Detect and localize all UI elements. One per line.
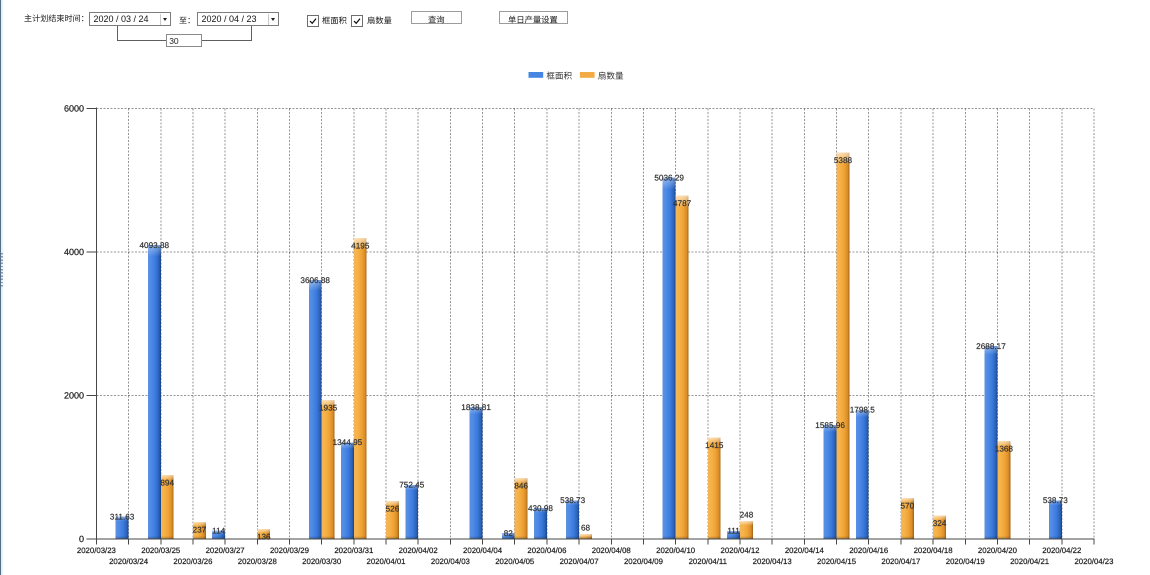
svg-text:2020/04/19: 2020/04/19 bbox=[946, 557, 985, 566]
svg-text:2020/04/21: 2020/04/21 bbox=[1010, 557, 1049, 566]
svg-text:2020/04/08: 2020/04/08 bbox=[592, 546, 631, 555]
svg-text:2020/04/01: 2020/04/01 bbox=[367, 557, 406, 566]
svg-text:136: 136 bbox=[257, 533, 271, 542]
svg-text:5388: 5388 bbox=[834, 156, 853, 165]
svg-text:2020/03/28: 2020/03/28 bbox=[238, 557, 277, 566]
svg-text:0: 0 bbox=[79, 534, 84, 544]
svg-text:2688.17: 2688.17 bbox=[976, 342, 1006, 351]
svg-text:2000: 2000 bbox=[64, 391, 84, 401]
svg-text:114: 114 bbox=[212, 527, 225, 536]
svg-text:430.98: 430.98 bbox=[528, 504, 553, 513]
svg-text:1415: 1415 bbox=[705, 441, 724, 450]
svg-text:82: 82 bbox=[504, 529, 514, 538]
svg-text:3606.88: 3606.88 bbox=[300, 276, 330, 285]
svg-text:752.45: 752.45 bbox=[399, 481, 424, 490]
svg-text:2020/03/31: 2020/03/31 bbox=[334, 546, 373, 555]
svg-text:4787: 4787 bbox=[673, 199, 692, 208]
svg-text:2020/04/13: 2020/04/13 bbox=[753, 557, 792, 566]
svg-text:2020/03/27: 2020/03/27 bbox=[206, 546, 245, 555]
svg-text:4093.88: 4093.88 bbox=[140, 241, 170, 250]
svg-text:2020/04/15: 2020/04/15 bbox=[817, 557, 857, 566]
svg-text:1838.81: 1838.81 bbox=[461, 403, 491, 412]
svg-text:248: 248 bbox=[740, 511, 754, 520]
svg-text:5036.29: 5036.29 bbox=[654, 173, 684, 182]
svg-text:2020/04/05: 2020/04/05 bbox=[495, 557, 535, 566]
svg-text:4195: 4195 bbox=[351, 241, 370, 250]
svg-text:311.63: 311.63 bbox=[110, 512, 135, 521]
svg-text:2020/04/02: 2020/04/02 bbox=[399, 546, 438, 555]
svg-text:1935: 1935 bbox=[319, 404, 338, 413]
svg-text:2020/04/16: 2020/04/16 bbox=[849, 546, 888, 555]
svg-text:2020/04/06: 2020/04/06 bbox=[527, 546, 566, 555]
svg-text:1585.96: 1585.96 bbox=[815, 421, 845, 430]
svg-text:2020/03/30: 2020/03/30 bbox=[302, 557, 342, 566]
svg-text:68: 68 bbox=[581, 524, 591, 533]
svg-text:1368: 1368 bbox=[995, 444, 1014, 453]
svg-text:2020/03/23: 2020/03/23 bbox=[77, 546, 116, 555]
svg-text:2020/04/22: 2020/04/22 bbox=[1042, 546, 1081, 555]
svg-text:6000: 6000 bbox=[64, 104, 84, 114]
svg-text:4000: 4000 bbox=[64, 247, 84, 257]
svg-text:2020/04/10: 2020/04/10 bbox=[656, 546, 696, 555]
svg-text:2020/04/09: 2020/04/09 bbox=[624, 557, 663, 566]
svg-text:2020/04/18: 2020/04/18 bbox=[914, 546, 953, 555]
svg-text:526: 526 bbox=[386, 505, 400, 514]
svg-text:2020/04/14: 2020/04/14 bbox=[785, 546, 825, 555]
svg-text:1344.95: 1344.95 bbox=[333, 438, 363, 447]
svg-text:2020/04/12: 2020/04/12 bbox=[720, 546, 759, 555]
svg-text:894: 894 bbox=[160, 478, 174, 487]
svg-text:2020/04/04: 2020/04/04 bbox=[463, 546, 503, 555]
svg-text:2020/04/17: 2020/04/17 bbox=[881, 557, 920, 566]
svg-text:1798.5: 1798.5 bbox=[850, 406, 875, 415]
svg-text:538.73: 538.73 bbox=[560, 496, 585, 505]
svg-text:2020/03/24: 2020/03/24 bbox=[109, 557, 149, 566]
svg-text:2020/04/20: 2020/04/20 bbox=[978, 546, 1018, 555]
svg-text:2020/03/26: 2020/03/26 bbox=[173, 557, 212, 566]
svg-text:111: 111 bbox=[727, 527, 740, 536]
svg-text:2020/04/23: 2020/04/23 bbox=[1074, 557, 1113, 566]
svg-text:2020/04/07: 2020/04/07 bbox=[560, 557, 599, 566]
svg-text:324: 324 bbox=[933, 519, 947, 528]
svg-text:2020/04/03: 2020/04/03 bbox=[431, 557, 470, 566]
svg-text:237: 237 bbox=[193, 525, 207, 534]
svg-text:846: 846 bbox=[514, 482, 528, 491]
svg-text:2020/03/25: 2020/03/25 bbox=[141, 546, 181, 555]
svg-text:570: 570 bbox=[901, 502, 915, 511]
svg-text:2020/03/29: 2020/03/29 bbox=[270, 546, 309, 555]
svg-text:2020/04/11: 2020/04/11 bbox=[689, 557, 727, 566]
svg-text:538.73: 538.73 bbox=[1043, 496, 1068, 505]
